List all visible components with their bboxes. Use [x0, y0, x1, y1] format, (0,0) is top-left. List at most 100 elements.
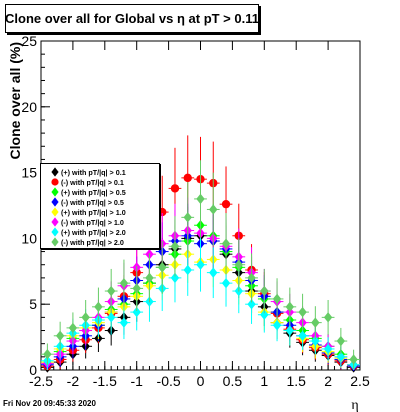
data-point: [158, 262, 167, 273]
x-tick-label: 0: [197, 373, 205, 389]
legend-label: (+) with pT/|q| > 0.1: [61, 167, 126, 177]
x-tick-label: 1.5: [286, 373, 306, 389]
data-point: [323, 343, 333, 355]
data-point: [119, 317, 129, 328]
data-point: [196, 193, 205, 205]
data-point: [170, 184, 180, 193]
data-point: [43, 349, 52, 360]
legend-entry: (-) with pT/|q| > 0.5: [41, 197, 159, 207]
data-point: [221, 277, 231, 289]
data-point: [170, 272, 180, 284]
x-tick-label: 2: [324, 373, 332, 389]
data-point: [298, 306, 307, 318]
y-tick-label: 15: [21, 165, 37, 181]
y-axis-label: Clone over all (%): [7, 42, 23, 159]
legend-label: (-) with pT/|q| > 2.0: [61, 237, 124, 247]
legend-marker: [51, 178, 59, 186]
data-point: [336, 335, 346, 347]
data-point: [183, 212, 192, 223]
data-point: [196, 259, 205, 270]
series-8: [41, 160, 360, 370]
data-point: [221, 199, 231, 209]
legend-label: (-) with pT/|q| > 1.0: [61, 217, 124, 227]
y-tick-label: 20: [21, 99, 37, 115]
y-tick-label: 10: [21, 230, 37, 246]
chart-title: Clone over all for Global vs η at pT > 0…: [5, 4, 259, 33]
data-point: [145, 272, 154, 284]
legend-entry: (+) with pT/|q| > 0.1: [41, 167, 159, 177]
y-tick-label: 5: [29, 296, 37, 312]
x-tick-label: -0.5: [157, 373, 181, 389]
data-point: [209, 204, 218, 215]
legend-marker: [51, 167, 59, 177]
axes: -2.5 -2 -1.5 -1 -0.5 0 0.5 1 1.5 2 2.5 0 5 10 15 20 25: [21, 33, 370, 389]
data-point: [55, 330, 65, 341]
data-point: [336, 351, 346, 363]
data-point: [272, 293, 282, 305]
x-axis-label: η: [351, 398, 358, 412]
legend-marker-shape: [51, 217, 59, 227]
footer-timestamp: Fri Nov 20 09:45:33 2020: [3, 399, 96, 408]
x-tick-label: 1: [260, 373, 268, 389]
x-tick-label: -1.5: [93, 373, 117, 389]
legend: (+) with pT/|q| > 0.1 (-) with pT/|q| > 0…: [40, 163, 160, 249]
y-tick-label: 25: [21, 33, 37, 49]
legend-entry: (-) with pT/|q| > 1.0: [41, 217, 159, 227]
legend-marker-shape: [51, 227, 59, 237]
legend-marker: [51, 207, 59, 217]
data-point: [170, 241, 180, 252]
data-point: [285, 301, 295, 313]
data-point: [247, 299, 256, 310]
data-point: [132, 306, 141, 318]
data-point: [94, 301, 103, 313]
legend-marker: [51, 197, 59, 207]
legend-label: (+) with pT/|q| > 0.5: [61, 187, 126, 197]
data-point: [183, 173, 192, 183]
legend-marker-shape: [51, 187, 59, 197]
data-point: [285, 325, 295, 336]
legend-entry: (+) with pT/|q| > 0.5: [41, 187, 159, 197]
data-point: [260, 285, 269, 297]
data-point: [106, 312, 116, 323]
data-point: [106, 285, 116, 297]
data-point: [311, 335, 320, 347]
x-tick-label: -1: [130, 373, 143, 389]
x-tick-label: 2.5: [350, 373, 370, 389]
data-point: [234, 259, 243, 270]
data-point: [349, 354, 358, 365]
data-point: [298, 330, 307, 341]
x-tick-label: 0.5: [223, 373, 243, 389]
data-point: [323, 312, 333, 323]
legend-entry: (+) with pT/|q| > 1.0: [41, 207, 159, 217]
legend-label: (+) with pT/|q| > 2.0: [61, 227, 126, 237]
legend-marker: [51, 227, 59, 237]
data-point: [311, 317, 320, 328]
data-point: [81, 312, 90, 323]
legend-marker: [51, 237, 59, 247]
x-tick-label: -2: [67, 373, 80, 389]
data-marks: [41, 135, 360, 373]
legend-label: (-) with pT/|q| > 0.5: [61, 197, 124, 207]
data-point: [247, 272, 256, 284]
data-point: [260, 309, 269, 320]
data-point: [158, 207, 167, 217]
legend-entry: (-) with pT/|q| > 0.1: [41, 177, 159, 187]
data-point: [119, 277, 129, 289]
data-point: [132, 283, 141, 294]
legend-marker-shape: [51, 167, 59, 177]
legend-label: (+) with pT/|q| > 1.0: [61, 207, 126, 217]
legend-marker-shape: [51, 207, 59, 217]
legend-marker-shape: [51, 178, 59, 186]
legend-marker: [51, 217, 59, 227]
data-point: [209, 267, 218, 278]
y-tick-label: 0: [29, 362, 37, 378]
data-point: [183, 264, 192, 276]
data-point: [272, 320, 282, 331]
legend-label: (-) with pT/|q| > 0.1: [61, 177, 124, 187]
legend-marker: [51, 187, 59, 197]
legend-marker-shape: [51, 237, 59, 247]
data-point: [221, 238, 231, 249]
x-tick-label: -2.5: [29, 373, 53, 389]
legend-marker-shape: [51, 197, 59, 207]
